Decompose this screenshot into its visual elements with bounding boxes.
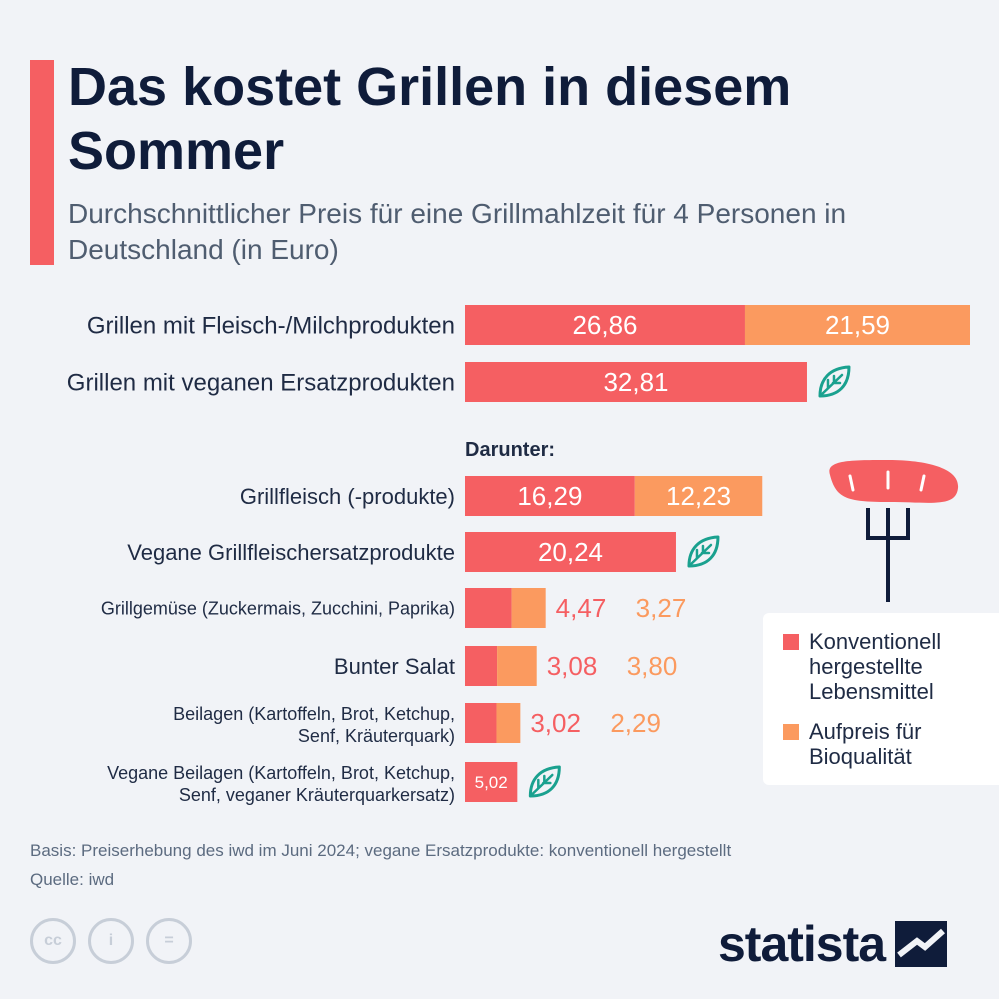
value-label-conventional: 20,24 [538, 537, 603, 567]
value-label-conventional: 5,02 [475, 773, 508, 792]
category-label: Grillen mit veganen Ersatzprodukten [67, 370, 455, 397]
value-label-conventional: 4,47 [556, 593, 607, 623]
value-label-organic: 3,80 [627, 651, 678, 681]
value-label-conventional: 3,02 [530, 708, 581, 738]
category-label: Senf, Kräuterquark) [298, 726, 455, 746]
legend-item-conventional: Konventionell hergestellte Lebensmittel [783, 629, 989, 704]
bar-conventional [465, 476, 635, 516]
bar-organic-premium [497, 646, 537, 686]
category-label: Grillgemüse (Zuckermais, Zucchini, Papri… [101, 598, 455, 618]
cc-icon: cc [30, 918, 76, 964]
bar-organic-premium [744, 305, 970, 345]
vegan-leaf-icon [687, 535, 720, 568]
bar-organic-premium [634, 476, 763, 516]
legend-swatch-organic [783, 724, 799, 740]
legend-label-line: Aufpreis für [809, 719, 922, 744]
legend-swatch-conventional [783, 634, 799, 650]
category-label: Vegane Grillfleischersatzprodukte [127, 540, 455, 565]
legend-label-organic: Aufpreis für Bioqualität [809, 719, 989, 769]
bar-conventional [465, 762, 518, 802]
legend-label-line: Lebensmittel [809, 679, 934, 704]
category-label: Grillen mit Fleisch-/Milchprodukten [87, 313, 455, 340]
attribution-icon: i [88, 918, 134, 964]
legend-label-line: Bioqualität [809, 744, 912, 769]
footer-source: Quelle: iwd [30, 870, 115, 889]
bar-conventional [465, 305, 745, 345]
title-accent-bar [30, 60, 54, 265]
bar-chart: Darunter: Grillen mit Fleisch-/Milchprodu… [67, 305, 970, 805]
sausage-fork-icon [829, 460, 959, 602]
logo-mark-icon [895, 921, 948, 967]
bar-conventional [465, 703, 497, 743]
bar-organic-premium [496, 703, 521, 743]
value-label-organic: 3,27 [636, 593, 687, 623]
value-label-organic: 2,29 [610, 708, 661, 738]
bar-organic-premium [511, 588, 546, 628]
value-label-organic: 12,23 [666, 481, 731, 511]
legend-label-line: Konventionell [809, 629, 942, 654]
value-label-organic: 21,59 [825, 310, 890, 340]
vegan-leaf-icon [818, 365, 851, 398]
bar-conventional [465, 362, 807, 402]
logo-text: statista [718, 916, 886, 972]
chart-subtitle: Durchschnittlicher Preis für eine Grillm… [68, 198, 847, 265]
value-label-conventional: 3,08 [547, 651, 598, 681]
legend-label-line: hergestellte [809, 654, 923, 679]
value-label-conventional: 26,86 [572, 310, 637, 340]
license-icons: cc i = [30, 918, 192, 964]
value-label-conventional: 16,29 [517, 481, 582, 511]
category-label: Bunter Salat [334, 654, 455, 679]
value-label-conventional: 32,81 [603, 367, 668, 397]
category-label: Beilagen (Kartoffeln, Brot, Ketchup, [173, 704, 455, 724]
legend-item-organic: Aufpreis für Bioqualität [783, 719, 989, 769]
chart-title: Das kostet Grillen in diesem Sommer [68, 57, 792, 181]
category-label: Vegane Beilagen (Kartoffeln, Brot, Ketch… [107, 763, 455, 783]
footer: Basis: Preiserhebung des iwd im Juni 202… [30, 836, 970, 894]
bar-conventional [465, 532, 676, 572]
no-derivatives-icon: = [146, 918, 192, 964]
category-label: Senf, veganer Kräuterquarkersatz) [179, 785, 455, 805]
statista-logo: statista [718, 915, 948, 973]
vegan-leaf-icon [528, 765, 561, 798]
category-label: Grillfleisch (-produkte) [240, 484, 455, 509]
legend-label-conventional: Konventionell hergestellte Lebensmittel [809, 629, 989, 704]
section-label: Darunter: [465, 439, 555, 461]
bar-conventional [465, 646, 498, 686]
legend: Konventionell hergestellte Lebensmittel Au… [763, 613, 999, 785]
bar-conventional [465, 588, 512, 628]
footer-basis: Basis: Preiserhebung des iwd im Juni 202… [30, 841, 732, 860]
